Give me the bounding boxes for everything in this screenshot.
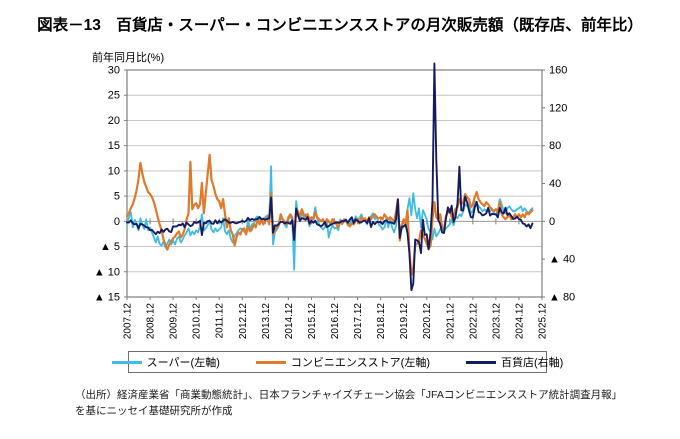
convenience-store-line-swatch-icon — [255, 360, 286, 364]
svg-text:120: 120 — [549, 102, 567, 114]
svg-text:2020.12: 2020.12 — [422, 303, 433, 340]
svg-text:5: 5 — [114, 191, 120, 203]
legend-item-convenience-store: コンビニエンスストア(左軸) — [255, 354, 430, 370]
svg-text:2015.12: 2015.12 — [307, 303, 318, 340]
svg-text:40: 40 — [549, 178, 561, 190]
svg-text:2019.12: 2019.12 — [399, 303, 410, 340]
svg-text:2007.12: 2007.12 — [123, 303, 134, 340]
legend-label-convenience-store: コンビニエンスストア(左軸) — [290, 357, 430, 369]
svg-text:25: 25 — [108, 90, 120, 102]
svg-text:2008.12: 2008.12 — [146, 303, 157, 340]
chart-legend: スーパー(左軸) コンビニエンスストア(左軸) 百貨店(右軸) — [111, 351, 563, 373]
chart-title: 図表－13 百貨店・スーパー・コンビニエンスストアの月次販売額（既存店、前年比） — [37, 17, 643, 34]
svg-text:160: 160 — [549, 65, 567, 77]
svg-text:▲ 10: ▲ 10 — [94, 266, 120, 278]
svg-text:前年同月比(%): 前年同月比(%) — [92, 50, 164, 64]
source-note-line2: を基にニッセイ基礎研究所が作成 — [75, 404, 233, 417]
legend-label-department-store: 百貨店(右軸) — [501, 357, 564, 369]
svg-text:2024.12: 2024.12 — [514, 303, 525, 340]
svg-text:80: 80 — [549, 140, 561, 152]
svg-text:2009.12: 2009.12 — [169, 303, 180, 340]
svg-text:30: 30 — [108, 65, 120, 77]
supermarket-line-swatch-icon — [111, 360, 142, 364]
legend-label-supermarket: スーパー(左軸) — [146, 357, 220, 369]
svg-text:0: 0 — [114, 216, 120, 228]
source-note-line1: （出所）経済産業省「商業動態統計」、日本フランチャイズチェーン協会「JFAコンビ… — [75, 389, 623, 401]
svg-text:2012.12: 2012.12 — [238, 303, 249, 340]
svg-text:▲ 80: ▲ 80 — [549, 292, 575, 304]
svg-text:15: 15 — [108, 140, 120, 152]
legend-item-department-store: 百貨店(右軸) — [466, 354, 563, 370]
legend-item-supermarket: スーパー(左軸) — [111, 354, 220, 370]
department-store-line-swatch-icon — [466, 360, 496, 364]
svg-text:▲ 40: ▲ 40 — [549, 254, 575, 266]
svg-text:20: 20 — [108, 115, 120, 127]
svg-text:2013.12: 2013.12 — [261, 303, 272, 340]
svg-text:2023.12: 2023.12 — [491, 303, 502, 340]
svg-text:2022.12: 2022.12 — [468, 303, 479, 340]
svg-text:0: 0 — [549, 216, 555, 228]
svg-text:2025.12: 2025.12 — [538, 303, 549, 340]
svg-text:▲ 15: ▲ 15 — [94, 292, 120, 304]
svg-text:2011.12: 2011.12 — [215, 303, 226, 339]
svg-text:2016.12: 2016.12 — [330, 303, 341, 340]
source-note: （出所）経済産業省「商業動態統計」、日本フランチャイズチェーン協会「JFAコンビ… — [75, 388, 650, 420]
svg-text:10: 10 — [108, 165, 120, 177]
svg-text:2021.12: 2021.12 — [445, 303, 456, 340]
svg-text:2014.12: 2014.12 — [284, 303, 295, 340]
svg-text:2010.12: 2010.12 — [192, 303, 203, 340]
svg-text:2017.12: 2017.12 — [353, 303, 364, 340]
svg-text:2018.12: 2018.12 — [376, 303, 387, 340]
sales-line-chart: 前年同月比(%)30 25 20 15 10 5 0 ▲ 5 ▲ 10 ▲ 15 160 120 80 4… — [92, 50, 575, 340]
svg-text:▲ 5: ▲ 5 — [100, 241, 120, 253]
